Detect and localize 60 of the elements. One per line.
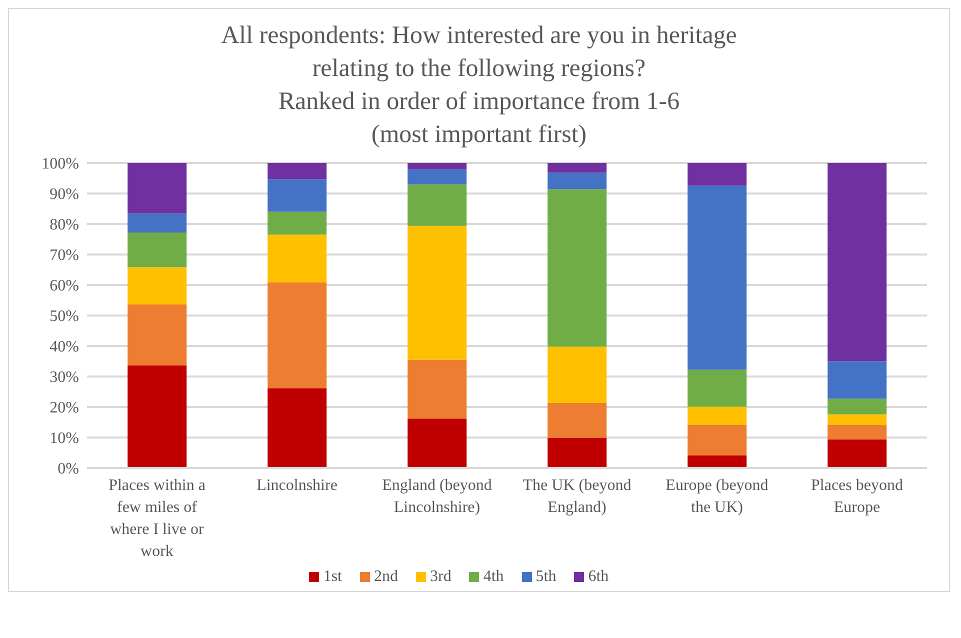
bar xyxy=(548,438,607,468)
bar xyxy=(688,455,747,468)
x-tick-label: Places beyond Europe xyxy=(811,477,903,516)
bar xyxy=(128,304,187,366)
bar xyxy=(688,370,747,407)
bar xyxy=(408,226,467,360)
x-tick-label: Europe (beyond the UK) xyxy=(666,477,768,516)
bar xyxy=(828,398,887,414)
legend-label: 5th xyxy=(536,568,556,585)
chart-title: All respondents: How interested are you in heritage relating to the following regions? Ranked in order of importance from 1-6 (most important first) xyxy=(220,21,738,150)
bar xyxy=(688,406,747,425)
bar xyxy=(828,414,887,425)
bar xyxy=(828,361,887,399)
bar xyxy=(128,213,187,233)
bar xyxy=(688,424,747,456)
bar xyxy=(268,163,327,180)
bar xyxy=(548,163,607,173)
bar xyxy=(128,267,187,305)
bar xyxy=(128,232,187,268)
y-tick-label: 60% xyxy=(50,278,79,295)
x-tick-label: Lincolnshire xyxy=(256,477,338,494)
bar xyxy=(408,163,467,170)
y-tick-label: 30% xyxy=(50,369,79,386)
bar xyxy=(548,172,607,190)
bar xyxy=(128,163,187,214)
bar xyxy=(548,346,607,404)
bar xyxy=(408,184,467,226)
bar xyxy=(268,282,327,388)
bar xyxy=(688,163,747,186)
y-tick-label: 10% xyxy=(50,430,79,448)
bar xyxy=(408,360,467,419)
y-tick-label: 50% xyxy=(50,308,79,326)
y-tick-label: 70% xyxy=(50,247,79,264)
y-tick-label: 20% xyxy=(50,400,79,417)
legend-label: 6th xyxy=(588,568,609,585)
bar xyxy=(828,439,887,468)
bar xyxy=(268,388,327,468)
y-tick-label: 90% xyxy=(50,186,79,204)
y-tick-label: 100% xyxy=(42,156,79,173)
bar xyxy=(828,424,887,440)
y-tick-label: 80% xyxy=(50,216,79,234)
bar xyxy=(268,234,327,283)
legend-label: 2nd xyxy=(374,568,398,585)
bar xyxy=(688,186,747,370)
bar xyxy=(128,365,187,468)
bar xyxy=(548,189,607,347)
legend-label: 4th xyxy=(483,568,504,585)
y-tick-label: 40% xyxy=(50,338,79,356)
y-tick-label: 0% xyxy=(58,460,79,478)
bar xyxy=(408,169,467,184)
bar xyxy=(408,418,467,468)
x-tick-label: The UK (beyond England) xyxy=(522,477,632,516)
x-tick-label: Places within a few miles of where I live or work xyxy=(108,477,206,560)
bar xyxy=(548,403,607,438)
bar xyxy=(268,179,327,212)
bar xyxy=(268,212,327,235)
bar xyxy=(828,163,887,362)
legend-label: 3rd xyxy=(430,568,452,585)
x-tick-label: England (beyond Lincolnshire) xyxy=(382,477,492,516)
legend-label: 1st xyxy=(323,568,342,585)
